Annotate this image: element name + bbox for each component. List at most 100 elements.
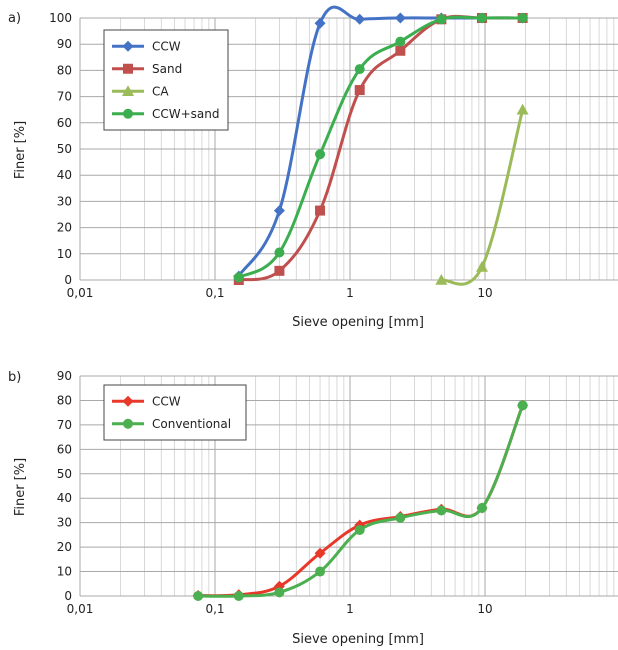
series-ccw [233,5,529,282]
legend-box [103,384,247,441]
y-tick-label: 30 [57,194,72,208]
legend-label: Conventional [152,417,231,431]
y-tick-label: 70 [57,418,72,432]
data-point-ccw [314,547,326,559]
x-tick-label: 0,01 [67,602,94,616]
legend-swatch-marker [123,63,133,74]
legend-label: CA [152,84,169,98]
x-tick-label: 0,01 [67,286,94,300]
chart-a-y-axis-title: Finer [%] [13,121,28,179]
chart-a-x-axis-title: Sieve opening [mm] [292,315,424,330]
chart-b-axes: 0 10 20 30 40 50 60 70 80 90 0,01 0,1 1 10 [57,369,493,616]
legend-label: CCW+sand [152,107,220,121]
legend-swatch-marker [122,85,134,97]
series-line-ccw [237,5,525,278]
y-tick-label: 60 [57,442,72,456]
y-tick-label: 30 [57,516,72,530]
chart-b-x-axis-title: Sieve opening [mm] [292,632,424,647]
y-tick-label: 0 [64,589,72,603]
series-line-ccw-sand [237,15,525,279]
y-tick-label: 40 [57,168,72,182]
y-tick-label: 0 [64,273,72,287]
data-point-ca [435,274,448,285]
data-point-ccw-sand [517,13,528,23]
data-point-conventional [517,400,528,411]
data-point-ccw-sand [436,14,447,25]
chart-a-legend: CCW Sand CA CCW+sand [103,29,229,131]
legend-swatch-marker [122,395,134,407]
data-point-sand [354,85,365,96]
legend-swatch-marker [123,418,133,429]
data-point-ccw [273,205,285,217]
y-tick-label: 100 [49,11,72,25]
legend-swatch-marker [122,40,134,52]
y-tick-label: 10 [57,247,72,261]
chart-b: b) 0 10 20 30 40 50 60 70 80 90 0,01 0,1 1 10 Sieve o… [8,369,618,647]
series-ccw-sand [233,13,528,283]
data-point-ccw-sand [395,36,406,47]
data-point-ccw [314,17,326,29]
series-line-ca [439,108,525,286]
legend-item-ca: CA [112,84,169,98]
x-tick-label: 1 [346,602,354,616]
panel-label-a: a) [8,11,21,26]
y-tick-label: 90 [57,37,72,51]
y-tick-label: 50 [57,142,72,156]
x-tick-label: 10 [477,602,492,616]
legend-swatch-marker [123,108,133,119]
y-tick-label: 20 [57,540,72,554]
x-tick-label: 10 [477,286,492,300]
data-point-conventional [436,505,447,516]
legend-label: Sand [152,62,182,76]
data-point-ccw [354,13,366,25]
y-tick-label: 70 [57,90,72,104]
y-tick-label: 40 [57,491,72,505]
data-point-ca [475,260,488,272]
data-point-ccw [394,12,406,24]
series-conventional [193,400,528,601]
data-point-conventional [395,512,406,523]
y-tick-label: 50 [57,467,72,481]
data-point-conventional [476,503,487,513]
y-tick-label: 80 [57,393,72,407]
y-tick-label: 80 [57,63,72,77]
data-point-conventional [315,566,326,577]
series-line-sand [237,14,525,282]
data-point-sand [395,45,406,56]
series-line-ccw [196,403,525,598]
x-tick-label: 1 [346,286,354,300]
legend-label: CCW [152,394,181,408]
legend-label: CCW [152,39,181,53]
data-point-conventional [354,525,365,535]
chart-b-y-axis-title: Finer [%] [13,458,28,516]
data-point-ca [516,103,529,115]
data-point-ccw-sand [476,13,487,23]
chart-a-series [233,5,529,286]
y-tick-label: 20 [57,221,72,235]
series-ca [435,103,529,286]
legend-item-conventional: Conventional [112,417,231,431]
x-tick-label: 0,1 [205,286,224,300]
y-tick-label: 60 [57,116,72,130]
data-point-sand [274,265,285,276]
data-point-sand [315,205,326,216]
legend-item-ccw: CCW [112,394,181,408]
data-point-ccw-sand [274,247,285,258]
data-point-ccw-sand [315,149,326,160]
x-tick-label: 0,1 [205,602,224,616]
chart-a: a) 0 10 20 30 40 50 60 70 80 90 100 0,01 0,1 1 10 Siev… [8,5,618,330]
panel-label-b: b) [8,370,21,385]
legend-item-ccw-sand: CCW+sand [112,107,220,121]
series-line-conventional [196,403,525,598]
legend-item-ccw: CCW [112,39,181,53]
data-point-ccw-sand [233,272,244,283]
y-tick-label: 90 [57,369,72,383]
data-point-conventional [274,587,285,598]
chart-b-legend: CCW Conventional [103,384,247,441]
chart-a-axes: 0 10 20 30 40 50 60 70 80 90 100 0,01 0,1 1 10 [49,11,493,300]
y-tick-label: 10 [57,565,72,579]
data-point-conventional [233,591,244,601]
data-point-ccw-sand [354,64,365,75]
legend-item-sand: Sand [112,62,182,76]
